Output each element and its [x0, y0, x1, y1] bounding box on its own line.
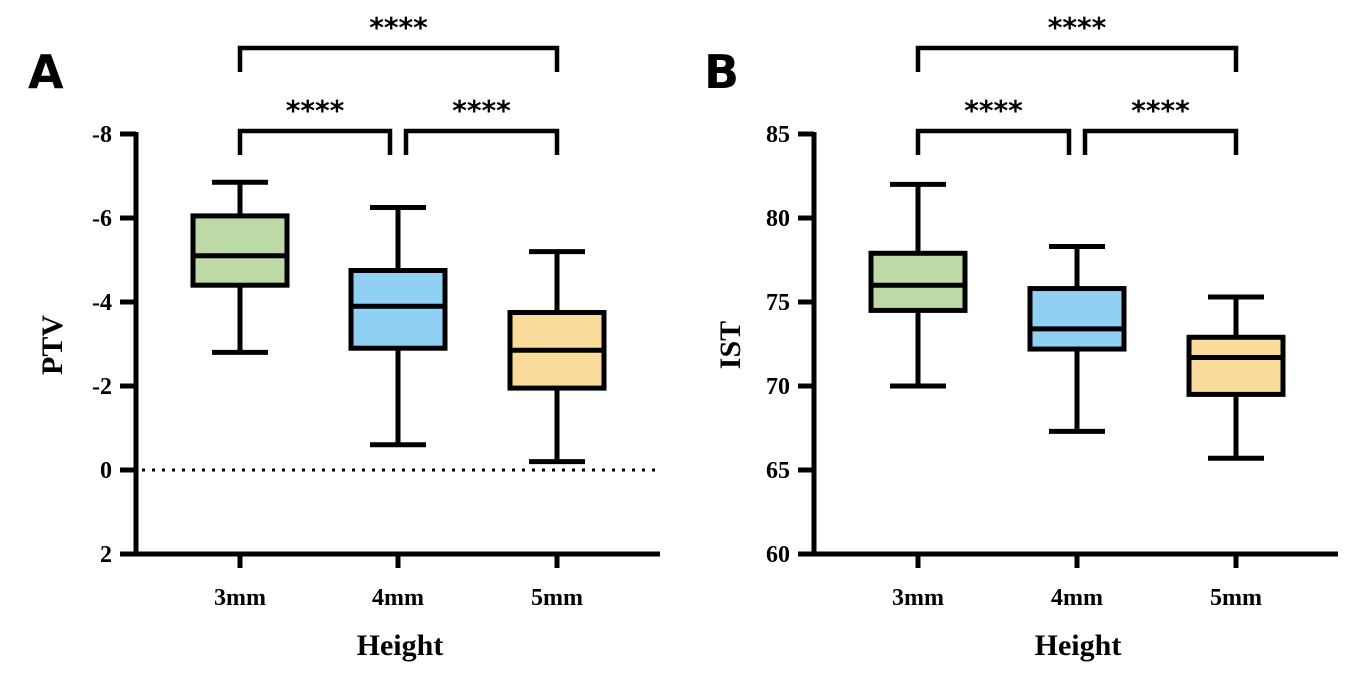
panel-a: A PTV Height -8 -6 -4 -2 0 2 3mm 4mm 5mm **** ****… — [28, 11, 660, 662]
panel-a-y-tick-label: -2 — [92, 374, 112, 400]
panel-a-significance-label: **** — [452, 94, 511, 127]
panel-a-y-tick-label: -8 — [92, 122, 112, 148]
panel-a-box-5mm — [507, 249, 607, 465]
panel-a-y-tick-label: 2 — [100, 542, 112, 568]
panel-b-y-tick-label: 85 — [766, 122, 790, 148]
panel-b-x-tick-label: 4mm — [1051, 585, 1103, 611]
panel-b-iqr-box — [1027, 286, 1127, 352]
panel-b-significance-bracket — [915, 128, 1072, 155]
panel-a-x-axis-title: Height — [357, 629, 444, 662]
panel-a-y-tick-label: 0 — [100, 458, 112, 484]
panel-a-significance-bracket — [237, 45, 560, 72]
panel-a-y-tick-label: -6 — [92, 206, 112, 232]
panel-a-significance-bracket — [403, 128, 560, 155]
panel-b-x-axis-title: Height — [1035, 629, 1122, 662]
panel-b-significance-label: **** — [1131, 94, 1190, 127]
panel-b-iqr-box — [868, 250, 968, 313]
panel-b-significance-label: **** — [964, 94, 1023, 127]
panel-a-x-tick-label: 5mm — [531, 585, 583, 611]
panel-b-x-tick-label: 5mm — [1210, 585, 1262, 611]
panel-b-box-3mm — [868, 181, 968, 389]
panel-b-y-tick-label: 60 — [766, 542, 790, 568]
panel-a-iqr-box — [190, 213, 290, 288]
panel-a-significance-label: **** — [369, 11, 428, 44]
panel-a-y-axis-title: PTV — [36, 315, 69, 375]
panel-b-box-5mm — [1186, 294, 1286, 461]
panel-b-iqr-box — [1186, 334, 1286, 397]
panel-b-y-axis-title: IST — [714, 321, 747, 369]
panel-a-x-tick-label: 4mm — [372, 585, 424, 611]
panel-b-significance-bracket — [915, 45, 1239, 72]
panel-b-plot: 60 65 70 75 80 85 3mm 4mm 5mm **** **** **** — [766, 11, 1338, 611]
panel-b-box-4mm — [1027, 244, 1127, 434]
panel-a-y-tick-label: -4 — [92, 290, 112, 316]
panel-b-y-tick-label: 65 — [766, 458, 790, 484]
panel-a-label: A — [28, 45, 64, 99]
panel-b-y-tick-label: 70 — [766, 374, 790, 400]
panel-a-x-tick-label: 3mm — [214, 585, 266, 611]
panel-b-label: B — [704, 45, 739, 99]
panel-b: B IST Height 60 65 70 75 80 85 3mm 4mm 5mm **** **… — [704, 11, 1338, 662]
panel-b-y-tick-label: 75 — [766, 290, 790, 316]
panel-a-significance-label: **** — [286, 94, 345, 127]
panel-a-iqr-box — [348, 268, 448, 351]
panel-a-box-3mm — [190, 179, 290, 355]
panel-b-x-tick-label: 3mm — [892, 585, 944, 611]
panel-a-box-4mm — [348, 205, 448, 448]
panel-b-significance-label: **** — [1048, 11, 1107, 44]
panel-a-significance-bracket — [237, 128, 393, 155]
panel-b-significance-bracket — [1082, 128, 1239, 155]
panel-b-y-tick-label: 80 — [766, 206, 790, 232]
panel-a-plot: -8 -6 -4 -2 0 2 3mm 4mm 5mm **** **** **** — [92, 11, 660, 611]
